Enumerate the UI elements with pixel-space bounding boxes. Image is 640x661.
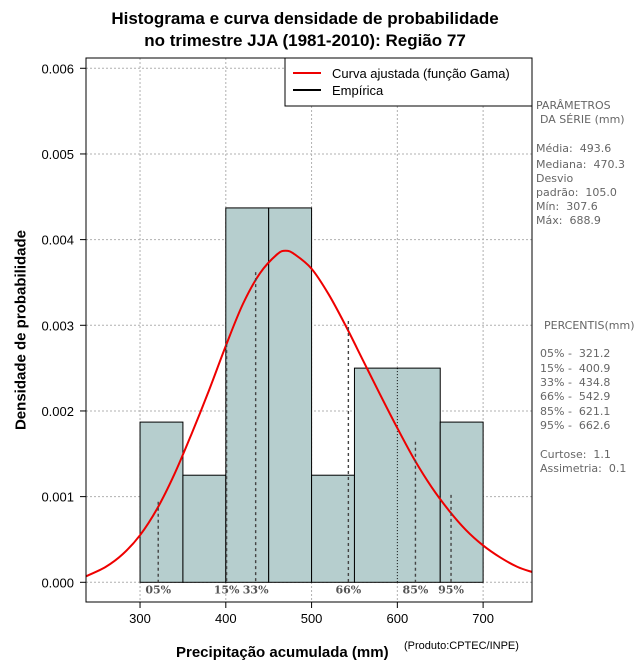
param-mediana: Mediana: 470.3 — [536, 158, 625, 171]
percentile-label-33: 33% — [243, 583, 269, 596]
fitted-gamma-curve — [85, 249, 533, 578]
percentis-header: PERCENTIS(mm) — [544, 319, 635, 332]
y-tick-label: 0.001 — [41, 490, 74, 505]
product-credit: (Produto:CPTEC/INPE) — [404, 640, 519, 652]
x-tick-label: 700 — [472, 611, 494, 626]
x-tick-label: 600 — [386, 611, 408, 626]
percentile-label-66: 66% — [335, 583, 361, 596]
params-subheader: DA SÉRIE (mm) — [540, 113, 625, 126]
y-tick-label: 0.006 — [41, 61, 74, 76]
fitted-curve-group — [85, 249, 533, 578]
x-tick-label: 500 — [301, 611, 323, 626]
percentile-label-05: 05% — [145, 583, 171, 596]
y-tick-label: 0.005 — [41, 147, 74, 162]
params-header: PARÂMETROS — [536, 99, 611, 112]
legend-box — [284, 57, 533, 107]
percentil-33: 33% - 434.8 — [540, 376, 611, 389]
histogram-bar-6 — [353, 367, 441, 583]
histogram-bar-2 — [182, 474, 227, 583]
histogram-bar-3 — [225, 207, 270, 583]
x-tick-label: 300 — [129, 611, 151, 626]
histogram-bar-4 — [268, 207, 313, 583]
percentil-05: 05% - 321.2 — [540, 347, 611, 360]
y-axis-label: Densidade de probabilidade — [12, 229, 30, 431]
legend-empirical-label: Empírica — [332, 83, 384, 98]
chart-title-line1: Histograma e curva densidade de probabil… — [111, 9, 499, 28]
percentil-95: 95% - 662.6 — [540, 419, 611, 432]
y-tick-label: 0.000 — [41, 575, 74, 590]
percentil-15: 15% - 400.9 — [540, 362, 611, 375]
x-axis-label: Precipitação acumulada (mm) — [176, 644, 389, 661]
legend-curve-label: Curva ajustada (função Gama) — [332, 66, 510, 81]
param-desvio-padrao: padrão: 105.0 — [536, 186, 617, 199]
percentil-85: 85% - 621.1 — [540, 405, 611, 418]
y-tick-label: 0.004 — [41, 233, 74, 248]
percentile-label-95: 95% — [438, 583, 464, 596]
param-max: Máx: 688.9 — [536, 214, 601, 227]
histogram-bars — [139, 207, 484, 583]
histogram-bar-7 — [439, 421, 484, 583]
percentile-markers: 05% 15% 33% 66% 85% 95% — [145, 272, 464, 596]
param-min: Mín: 307.6 — [536, 200, 598, 213]
chart-title-line2: no trimestre JJA (1981-2010): Região 77 — [144, 31, 466, 50]
histogram-bar-5 — [311, 474, 355, 583]
axes: 300 400 500 600 700 0.000 0.001 0.002 0.003 0.004… — [41, 61, 494, 626]
curtose: Curtose: 1.1 — [540, 448, 611, 461]
assimetria: Assimetria: 0.1 — [540, 462, 627, 475]
percentile-label-15: 15% — [214, 583, 240, 596]
percentile-label-85: 85% — [403, 583, 429, 596]
y-tick-label: 0.003 — [41, 318, 74, 333]
legend: Curva ajustada (função Gama) Empírica — [284, 57, 533, 107]
y-tick-label: 0.002 — [41, 404, 74, 419]
param-media: Média: 493.6 — [536, 142, 612, 155]
x-tick-label: 400 — [215, 611, 237, 626]
param-desvio: Desvio — [536, 172, 574, 185]
percentil-66: 66% - 542.9 — [540, 390, 611, 403]
